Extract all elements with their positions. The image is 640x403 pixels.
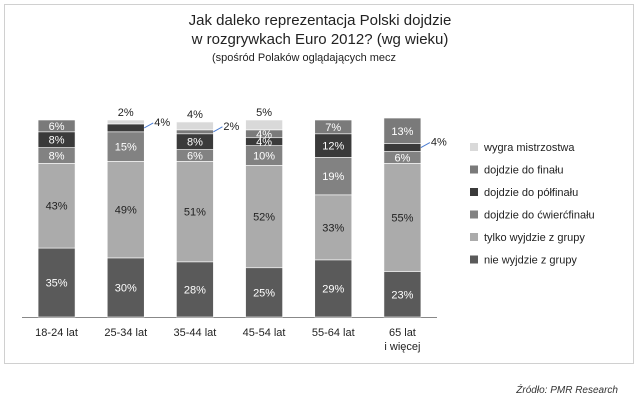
bar-segment — [106, 131, 145, 162]
data-label: 4% — [431, 137, 447, 149]
data-label: 2% — [223, 121, 239, 133]
data-label: 23% — [391, 289, 413, 301]
chart-title-line2: w rozgrywkach Euro 2012? (wg wieku) — [191, 31, 449, 48]
legend-label: dojdzie do ćwierćfinału — [484, 210, 595, 222]
data-label: 5% — [256, 107, 272, 119]
chart-title: Jak daleko reprezentacja Polski dojdzie — [188, 12, 452, 29]
bar-segment — [245, 267, 283, 318]
category-label: 55-64 lat — [312, 327, 355, 339]
data-label: 6% — [187, 150, 203, 162]
data-label: 8% — [187, 137, 203, 149]
data-label: 10% — [253, 150, 275, 162]
legend-swatch — [470, 188, 478, 196]
stacked-bar-chart: 35%43%8%8%6%18-24 lat30%49%15%4%2%25-34 … — [22, 107, 595, 353]
bar-segment — [314, 259, 353, 318]
data-label: 29% — [322, 283, 344, 295]
data-label: 30% — [115, 282, 137, 294]
data-label: 15% — [115, 142, 137, 154]
data-label: 12% — [322, 141, 344, 153]
data-label: 4% — [256, 137, 272, 149]
data-label: 8% — [49, 135, 65, 147]
data-label: 7% — [325, 122, 341, 134]
bar-segment — [176, 129, 214, 135]
category-label: 35-44 lat — [174, 327, 217, 339]
data-label: 8% — [49, 150, 65, 162]
bar-segment — [37, 119, 76, 133]
category-label: 45-54 lat — [243, 327, 286, 339]
chart-subtitle: (spośród Polaków oglądających mecz — [212, 52, 397, 64]
data-label: 51% — [184, 207, 206, 219]
data-label: 55% — [391, 213, 413, 225]
data-label: 4% — [187, 109, 203, 121]
data-label: 6% — [394, 152, 410, 164]
data-label: 6% — [49, 121, 65, 133]
data-label: 33% — [322, 222, 344, 234]
bar-segment — [383, 117, 422, 144]
legend-label: wygra mistrzostwa — [483, 142, 575, 154]
data-label: 4% — [154, 117, 170, 129]
label-leader-line — [213, 126, 223, 133]
chart-frame — [4, 4, 634, 364]
data-label: 49% — [115, 205, 137, 217]
bar-segment — [383, 163, 422, 272]
bar-segment — [176, 121, 214, 131]
data-label: 13% — [391, 126, 413, 138]
category-label: 18-24 lat — [35, 327, 78, 339]
data-label: 43% — [46, 201, 68, 213]
category-label: i więcej — [384, 341, 420, 353]
legend-label: dojdzie do finału — [484, 165, 564, 177]
legend-label: tylko wyjdzie z grupy — [484, 232, 585, 244]
source-note: Źródło: PMR Research — [516, 385, 618, 396]
bar-segment — [314, 119, 353, 135]
legend-label: dojdzie do półfinału — [484, 187, 578, 199]
legend-swatch — [470, 210, 478, 219]
data-label: 2% — [118, 107, 134, 119]
bar-segment — [37, 163, 76, 249]
legend-swatch — [470, 165, 478, 174]
data-label: 25% — [253, 287, 275, 299]
category-label: 25-34 lat — [104, 327, 147, 339]
data-label: 35% — [46, 278, 68, 290]
data-label: 4% — [256, 129, 272, 141]
data-label: 52% — [253, 212, 275, 224]
label-leader-line — [144, 122, 154, 129]
bar-segment — [106, 161, 145, 259]
legend-swatch — [470, 233, 478, 241]
label-leader-line — [420, 142, 431, 149]
category-label: 65 lat — [389, 327, 416, 339]
bar-segment — [383, 143, 422, 152]
bar-segment — [314, 157, 353, 196]
legend-swatch — [470, 255, 478, 264]
bar-segment — [314, 194, 353, 261]
data-label: 19% — [322, 171, 344, 183]
bar-segment — [176, 261, 214, 318]
legend-label: nie wyjdzie z grupy — [484, 255, 577, 267]
data-label: 28% — [184, 284, 206, 296]
bar-segment — [106, 257, 145, 318]
bar-segment — [106, 123, 145, 133]
legend-swatch — [470, 143, 478, 151]
bar-segment — [245, 165, 283, 269]
bar-segment — [106, 119, 145, 125]
bar-segment — [245, 119, 283, 131]
bar-segment — [383, 271, 422, 318]
